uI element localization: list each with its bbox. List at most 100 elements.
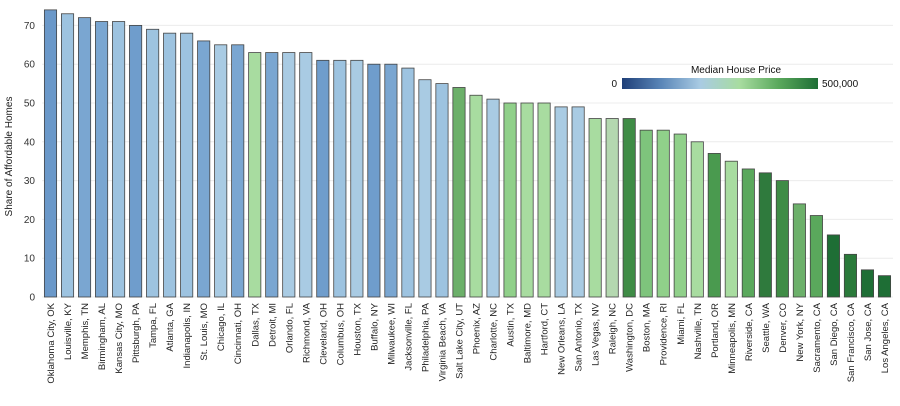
bar xyxy=(180,32,194,298)
bars xyxy=(43,9,892,298)
bar xyxy=(758,172,772,298)
y-tick-label: 70 xyxy=(24,21,36,32)
x-axis-labels: Oklahoma City, OK Louisville, KY Memphis, … xyxy=(46,302,891,383)
bar xyxy=(61,13,75,298)
bar xyxy=(503,102,517,298)
x-tick-label: Charlotte, NC xyxy=(489,303,500,361)
x-tick-label: San Antonio, TX xyxy=(574,302,585,371)
x-tick-label: Tampa, FL xyxy=(148,303,159,348)
y-tick-label: 0 xyxy=(29,293,35,304)
x-tick-label: Richmond, VA xyxy=(301,302,312,363)
bar xyxy=(741,168,755,298)
bar xyxy=(520,102,534,298)
y-axis-ticks: 0 10 20 30 40 50 60 70 xyxy=(24,21,36,304)
x-tick-label: Portland, OR xyxy=(710,303,721,358)
bar xyxy=(43,9,58,298)
color-legend: Median House Price 0 500,000 xyxy=(611,65,858,90)
x-tick-label: Orlando, FL xyxy=(284,303,295,353)
bar xyxy=(78,17,92,298)
x-tick-label: Cleveland, OH xyxy=(318,303,329,365)
bar xyxy=(843,253,857,298)
x-tick-label: Chicago, IL xyxy=(216,303,227,351)
bar xyxy=(537,102,551,298)
bar xyxy=(367,63,381,298)
x-tick-label: San Diego, CA xyxy=(829,302,840,366)
x-tick-label: St. Louis, MO xyxy=(199,303,210,361)
legend-title: Median House Price xyxy=(691,65,781,76)
x-tick-label: New Orleans, LA xyxy=(557,302,568,374)
x-tick-label: Baltimore, MD xyxy=(523,303,534,363)
x-tick-label: Boston, MA xyxy=(642,302,653,352)
x-tick-label: Houston, TX xyxy=(352,302,363,355)
bar xyxy=(248,52,262,298)
bar xyxy=(452,87,466,298)
x-tick-label: Denver, CO xyxy=(778,303,789,353)
bar xyxy=(231,44,245,298)
y-tick-label: 20 xyxy=(24,215,36,226)
bar xyxy=(571,106,585,298)
x-tick-label: Philadelphia, PA xyxy=(420,302,431,372)
bar xyxy=(333,59,347,298)
x-tick-label: San Francisco, CA xyxy=(846,302,857,382)
bar xyxy=(418,79,432,298)
x-tick-label: Milwaukee, WI xyxy=(386,303,397,365)
y-tick-label: 60 xyxy=(24,60,36,71)
bar xyxy=(860,269,874,298)
x-tick-label: Phoenix, AZ xyxy=(472,303,483,354)
x-tick-label: Virginia Beach, VA xyxy=(437,302,448,381)
x-tick-label: Pittsburgh, PA xyxy=(131,302,142,363)
x-tick-label: Washington, DC xyxy=(625,303,636,372)
y-axis-label: Share of Affordable Homes xyxy=(4,97,15,217)
bar xyxy=(792,203,806,298)
x-tick-label: Salt Lake City, UT xyxy=(454,303,465,379)
x-tick-label: Sacramento, CA xyxy=(812,302,823,372)
bar xyxy=(707,153,721,298)
bar xyxy=(214,44,228,298)
x-tick-label: Riverside, CA xyxy=(744,302,755,361)
x-tick-label: Columbus, OH xyxy=(335,303,346,365)
x-tick-label: Dallas, TX xyxy=(250,302,261,346)
x-tick-label: Minneapolis, MN xyxy=(727,303,738,374)
bar xyxy=(775,180,789,298)
bar xyxy=(656,129,670,298)
bar xyxy=(316,59,330,298)
x-tick-label: Buffalo, NY xyxy=(369,302,380,351)
bar xyxy=(639,129,653,298)
x-tick-label: Atlanta, GA xyxy=(165,302,176,351)
bar xyxy=(401,67,415,298)
bar xyxy=(299,52,313,298)
x-tick-label: Los Angeles, CA xyxy=(880,302,891,373)
x-tick-label: Jacksonville, FL xyxy=(403,303,414,371)
x-tick-label: Nashville, TN xyxy=(693,303,704,359)
x-tick-label: Louisville, KY xyxy=(63,302,74,360)
bar xyxy=(129,24,143,298)
bar xyxy=(826,234,840,298)
x-tick-label: Austin, TX xyxy=(506,302,517,346)
bar xyxy=(622,118,636,298)
x-tick-label: New York, NY xyxy=(795,302,806,361)
legend-min-label: 0 xyxy=(611,79,617,90)
y-tick-label: 30 xyxy=(24,176,36,187)
legend-gradient-bar xyxy=(622,78,818,89)
legend-max-label: 500,000 xyxy=(822,79,859,90)
bar xyxy=(554,106,568,298)
x-tick-label: Birmingham, AL xyxy=(97,303,108,370)
bar xyxy=(384,63,398,298)
y-tick-label: 40 xyxy=(24,137,36,148)
x-tick-label: Seattle, WA xyxy=(761,302,772,352)
bar xyxy=(163,32,177,298)
bar xyxy=(724,160,738,298)
bar xyxy=(877,275,892,298)
bar xyxy=(282,52,296,298)
y-tick-label: 10 xyxy=(24,254,36,265)
x-tick-label: Raleigh, NC xyxy=(608,303,619,354)
x-tick-label: Cincinnati, OH xyxy=(233,303,244,364)
bar xyxy=(605,118,619,298)
bar xyxy=(197,40,211,298)
bar xyxy=(690,141,704,298)
bar xyxy=(95,21,109,298)
bar xyxy=(435,83,449,298)
y-tick-label: 50 xyxy=(24,99,36,110)
bar xyxy=(469,94,483,298)
x-tick-label: Indianapolis, IN xyxy=(182,303,193,369)
